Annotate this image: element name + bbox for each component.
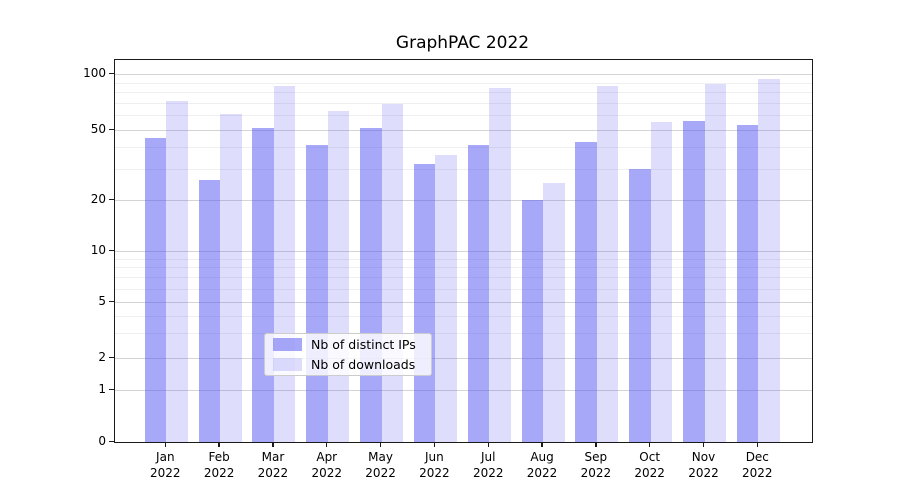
x-tick-mark-apr <box>326 442 328 447</box>
y-tick-label-5: 5 <box>98 293 106 308</box>
x-tick-label-dec: Dec 2022 <box>742 450 773 480</box>
minor-gridline-9 <box>115 258 812 260</box>
x-tick-mark-jul <box>487 442 489 447</box>
gridline-100 <box>115 74 812 76</box>
x-tick-label-may: May 2022 <box>365 450 396 480</box>
legend-label-downloads: Nb of downloads <box>311 357 416 372</box>
minor-gridline-70 <box>115 102 812 104</box>
minor-gridline-60 <box>115 115 812 117</box>
gridline-2 <box>115 358 812 359</box>
x-tick-label-sep: Sep 2022 <box>580 450 612 480</box>
legend-item-distinct-ips: Nb of distinct IPs <box>273 337 431 352</box>
legend-label-distinct-ips: Nb of distinct IPs <box>311 337 416 352</box>
y-tick-mark-0 <box>109 440 114 442</box>
minor-gridline-4 <box>115 315 812 317</box>
bar-downloads-jun <box>435 155 457 442</box>
x-tick-mark-dec <box>756 442 758 447</box>
x-tick-label-apr: Apr 2022 <box>311 450 343 480</box>
legend-item-downloads: Nb of downloads <box>273 357 431 372</box>
x-tick-mark-jun <box>433 442 436 447</box>
y-tick-mark-50 <box>109 128 114 130</box>
chart-title: GraphPAC 2022 <box>395 33 530 53</box>
x-tick-mark-aug <box>541 442 543 447</box>
legend-swatch-distinct-ips-icon <box>273 338 302 351</box>
minor-gridline-8 <box>115 267 812 269</box>
minor-gridline-90 <box>115 82 812 84</box>
bar-distinct-ips-aug <box>521 200 544 442</box>
bar-distinct-ips-jul <box>467 145 490 442</box>
gridline-50 <box>115 130 812 131</box>
y-tick-mark-1 <box>109 388 114 390</box>
y-tick-mark-2 <box>109 356 114 358</box>
bar-distinct-ips-oct <box>629 169 651 442</box>
y-tick-mark-10 <box>109 249 114 251</box>
y-tick-label-10: 10 <box>90 242 106 257</box>
x-tick-mark-may <box>379 442 382 447</box>
plot-area <box>114 59 813 443</box>
gridline-5 <box>115 302 812 303</box>
bar-downloads-oct <box>650 122 673 442</box>
y-tick-label-50: 50 <box>90 121 106 136</box>
y-tick-mark-20 <box>109 198 114 200</box>
x-tick-label-jul: Jul 2022 <box>472 450 504 480</box>
bar-downloads-feb <box>220 114 242 442</box>
bar-distinct-ips-dec <box>736 125 759 442</box>
y-tick-label-20: 20 <box>90 191 106 206</box>
bar-downloads-jan <box>166 100 188 442</box>
bar-downloads-aug <box>543 182 565 442</box>
x-tick-label-jan: Jan 2022 <box>150 450 181 480</box>
minor-gridline-40 <box>115 147 812 149</box>
bar-distinct-ips-feb <box>198 179 221 442</box>
x-tick-label-mar: Mar 2022 <box>257 450 289 480</box>
y-tick-label-1: 1 <box>98 381 106 396</box>
x-tick-label-jun: Jun 2022 <box>419 450 450 480</box>
x-tick-mark-sep <box>595 442 597 447</box>
minor-gridline-7 <box>115 277 812 279</box>
bar-downloads-nov <box>704 83 726 442</box>
y-tick-mark-5 <box>109 300 114 302</box>
bar-distinct-ips-mar <box>252 128 274 442</box>
bar-downloads-jul <box>489 88 511 442</box>
y-tick-mark-100 <box>109 72 114 75</box>
bar-downloads-may <box>381 104 404 442</box>
bar-downloads-sep <box>596 85 619 442</box>
x-tick-mark-oct <box>648 442 651 447</box>
gridline-20 <box>115 200 812 201</box>
bar-distinct-ips-nov <box>683 120 705 442</box>
bar-downloads-apr <box>327 111 350 442</box>
bar-downloads-mar <box>273 86 296 442</box>
bar-distinct-ips-may <box>360 128 382 442</box>
x-tick-label-feb: Feb 2022 <box>203 450 235 480</box>
y-tick-label-2: 2 <box>98 349 106 364</box>
x-tick-label-oct: Oct 2022 <box>634 450 665 480</box>
bar-distinct-ips-apr <box>306 145 328 442</box>
minor-gridline-30 <box>115 169 812 171</box>
x-tick-label-nov: Nov 2022 <box>688 450 719 480</box>
x-tick-mark-nov <box>702 442 705 447</box>
gridline-10 <box>115 251 812 252</box>
x-tick-mark-feb <box>218 442 220 447</box>
legend-swatch-downloads-icon <box>273 358 302 371</box>
bar-distinct-ips-jun <box>413 164 436 442</box>
bar-distinct-ips-sep <box>575 141 597 442</box>
y-tick-label-0: 0 <box>98 433 106 448</box>
minor-gridline-80 <box>115 92 812 94</box>
legend: Nb of distinct IPs Nb of downloads <box>264 333 432 376</box>
minor-gridline-6 <box>115 288 812 290</box>
gridline-1 <box>115 390 812 391</box>
y-tick-label-100: 100 <box>83 65 106 80</box>
bar-distinct-ips-jan <box>144 138 167 442</box>
bar-downloads-dec <box>758 79 780 442</box>
x-tick-label-aug: Aug 2022 <box>526 450 558 480</box>
x-tick-mark-jan <box>164 442 166 447</box>
minor-gridline-3 <box>115 333 812 335</box>
x-tick-mark-mar <box>272 442 274 447</box>
